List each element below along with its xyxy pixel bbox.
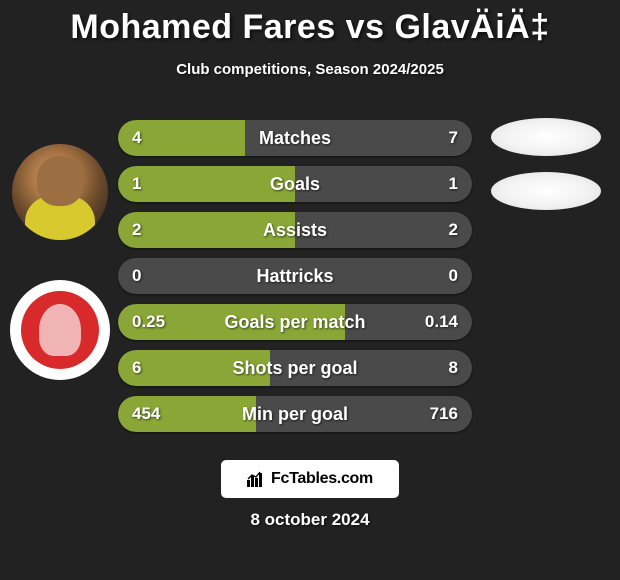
player-avatar [12,144,108,240]
stat-label: Matches [118,120,472,156]
club-badge [10,280,110,380]
stat-label: Assists [118,212,472,248]
stat-label: Min per goal [118,396,472,432]
club-badge-inner [21,291,99,369]
placeholder-blob [491,172,601,210]
stats-table: 47Matches 11Goals 22Assists 00Hattricks 0.25… [118,120,472,432]
stat-row: 11Goals [118,166,472,202]
right-column [482,118,610,210]
stat-label: Goals [118,166,472,202]
stat-row: 22Assists [118,212,472,248]
watermark-text: FcTables.com [271,470,373,488]
stat-row: 0.250.14Goals per match [118,304,472,340]
watermark: FcTables.com [221,460,399,498]
page-title: Mohamed Fares vs GlavÄiÄ‡ [0,0,620,47]
stat-label: Shots per goal [118,350,472,386]
stat-row: 47Matches [118,120,472,156]
placeholder-blob [491,118,601,156]
left-column [10,144,110,380]
stat-row: 68Shots per goal [118,350,472,386]
date-footer: 8 october 2024 [0,510,620,530]
stat-label: Goals per match [118,304,472,340]
chart-icon [247,471,265,487]
stat-label: Hattricks [118,258,472,294]
stat-row: 00Hattricks [118,258,472,294]
stat-row: 454716Min per goal [118,396,472,432]
subtitle: Club competitions, Season 2024/2025 [0,61,620,78]
